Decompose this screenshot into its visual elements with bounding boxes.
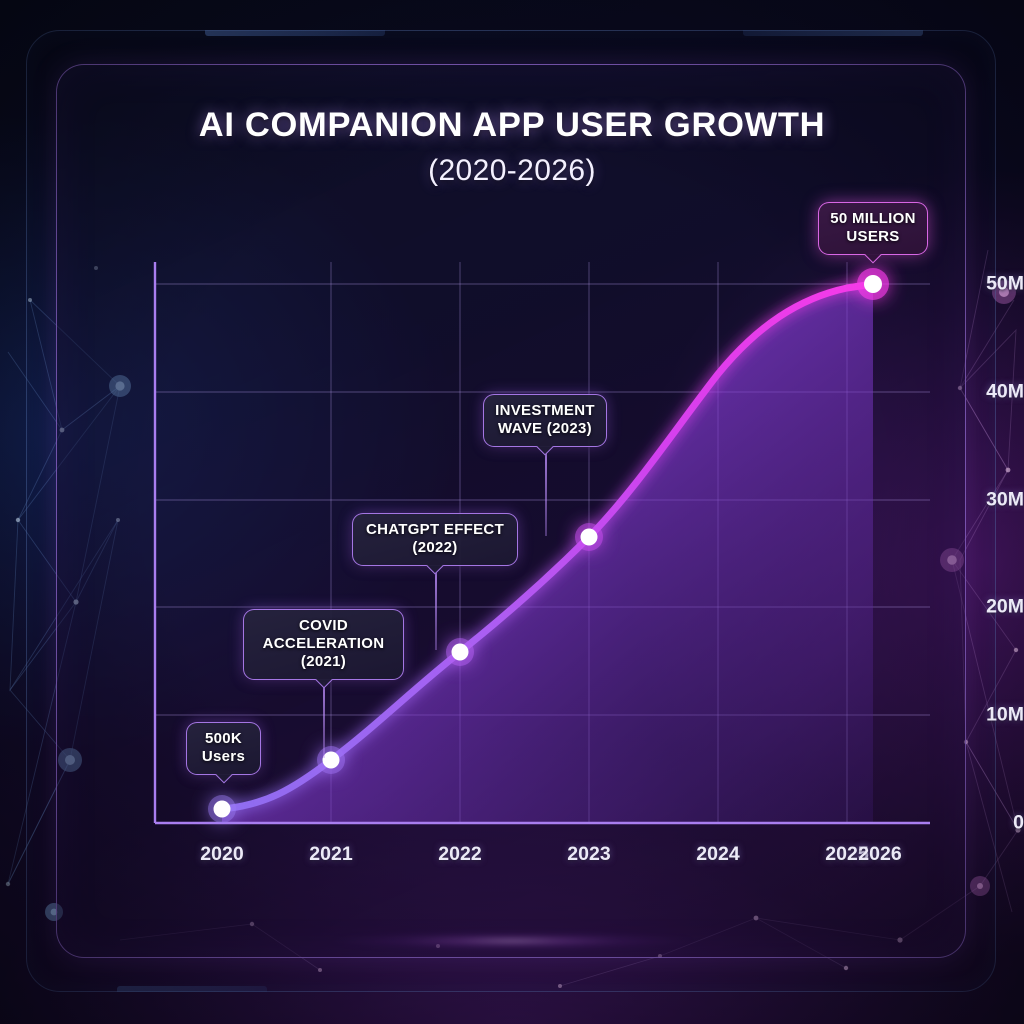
x-tick-2021: 2021 — [309, 843, 353, 865]
annotation-500k-users[interactable]: 500K Users — [186, 722, 261, 784]
annotation-chatgpt-effect[interactable]: CHATGPT EFFECT (2022) — [352, 513, 518, 575]
chart-header: AI COMPANION APP USER GROWTH (2020-2026) — [0, 106, 1024, 188]
annotation-investment-wave[interactable]: INVESTMENT WAVE (2023) — [483, 394, 607, 456]
y-tick-0: 0 — [1013, 811, 1024, 834]
callout-tail — [426, 557, 444, 575]
y-tick-10m: 10M — [986, 703, 1024, 726]
y-tick-30m: 30M — [986, 488, 1024, 511]
y-tick-20m: 20M — [986, 595, 1024, 618]
annotation-covid-acceleration[interactable]: COVID ACCELERATION (2021) — [243, 609, 404, 689]
leader-line-investment — [545, 450, 547, 536]
annotation-50-million-users[interactable]: 50 MILLION USERS — [818, 202, 928, 264]
callout-tail — [536, 438, 554, 456]
x-tick-2022: 2022 — [438, 843, 482, 865]
page-title: AI COMPANION APP USER GROWTH — [198, 106, 826, 144]
leader-line-chatgpt — [435, 572, 437, 650]
page-subtitle: (2020-2026) — [428, 154, 596, 187]
y-tick-40m: 40M — [986, 380, 1024, 403]
x-tick-2020: 2020 — [200, 843, 244, 865]
x-tick-2024: 2024 — [696, 843, 740, 865]
series-line — [218, 280, 877, 813]
area-fill — [222, 284, 873, 823]
callout-tail — [215, 766, 232, 784]
x-tick-2023: 2023 — [567, 843, 611, 865]
callout-tail — [315, 671, 332, 689]
data-point-markers — [208, 268, 889, 823]
y-tick-50m: 50M — [986, 272, 1024, 295]
x-tick-2026: 2026 — [858, 843, 902, 865]
callout-tail — [864, 246, 882, 264]
leader-line-covid — [323, 682, 325, 758]
